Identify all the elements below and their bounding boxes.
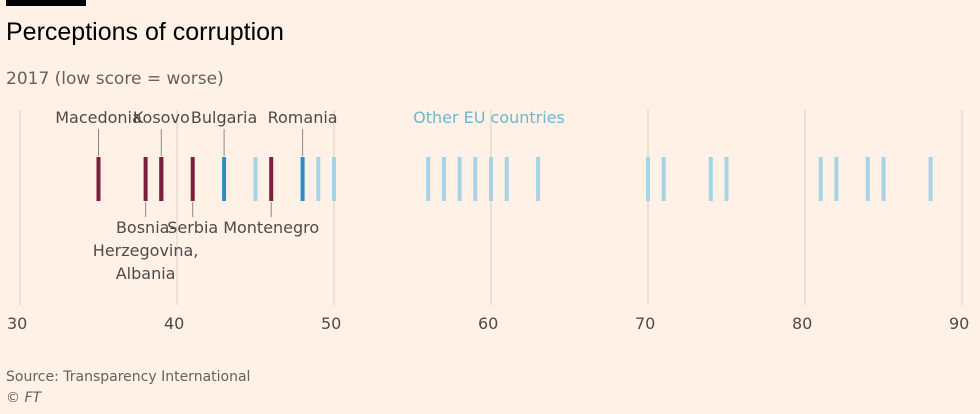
annotation-label-romania: Romania	[268, 108, 338, 127]
annotation-label-herzegovina: Herzegovina,	[93, 241, 199, 260]
annotation-label-serbia: Serbia	[167, 218, 218, 237]
annotation-label-kosovo: Kosovo	[133, 108, 190, 127]
other-eu-series-label: Other EU countries	[413, 108, 565, 127]
x-tick-label-90: 90	[949, 314, 969, 333]
annotation-label-albania: Albania	[116, 264, 176, 283]
annotation-label-macedonia: Macedonia	[55, 108, 142, 127]
annotation-label-bulgaria: Bulgaria	[191, 108, 257, 127]
chart-title: Perceptions of corruption	[6, 18, 284, 46]
x-tick-label-80: 80	[792, 314, 812, 333]
annotation-label-montenegro: Montenegro	[223, 218, 319, 237]
source-note: Source: Transparency International	[6, 369, 251, 385]
x-tick-label-50: 50	[321, 314, 341, 333]
ft-credit: © FT	[6, 390, 42, 406]
x-tick-label-60: 60	[478, 314, 498, 333]
annotation-label-bosnia: Bosnia-	[116, 218, 175, 237]
x-tick-label-30: 30	[7, 314, 27, 333]
x-tick-label-70: 70	[635, 314, 655, 333]
ft-brand-bar	[6, 0, 86, 6]
x-tick-label-40: 40	[164, 314, 184, 333]
chart-subtitle: 2017 (low score = worse)	[6, 69, 224, 89]
